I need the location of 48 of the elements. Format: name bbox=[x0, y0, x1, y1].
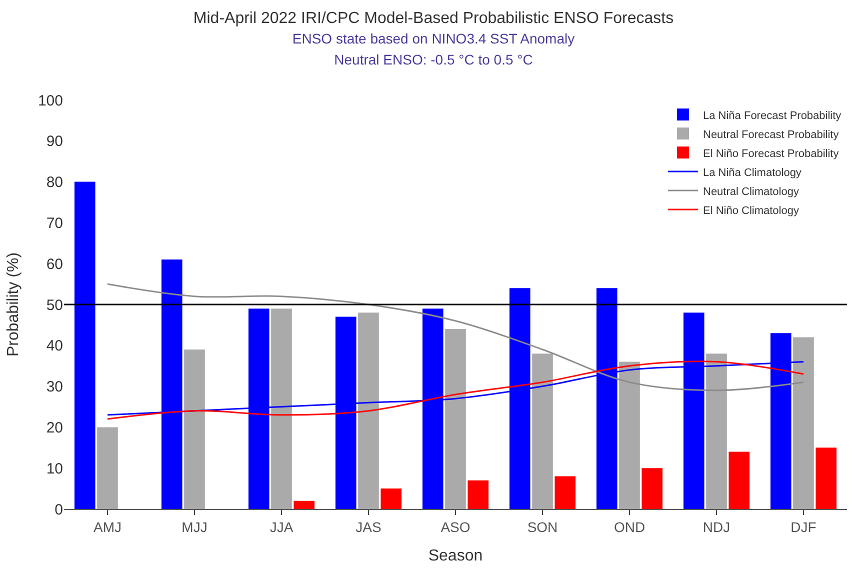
bar bbox=[793, 337, 814, 509]
bar bbox=[554, 476, 576, 509]
x-tick-label: AMJ bbox=[94, 518, 122, 535]
y-tick-label: 80 bbox=[46, 174, 63, 192]
bar bbox=[358, 312, 379, 509]
bar bbox=[445, 329, 466, 509]
x-tick-label: ASO bbox=[440, 518, 470, 535]
line-series bbox=[106, 283, 804, 392]
bar bbox=[816, 448, 837, 509]
legend-label: La Niña Climatology bbox=[703, 166, 802, 179]
bar bbox=[619, 362, 640, 509]
y-tick-label: 70 bbox=[46, 214, 63, 232]
y-tick-label: 100 bbox=[38, 92, 63, 110]
x-tick-label: NDJ bbox=[702, 518, 730, 535]
bar bbox=[532, 354, 553, 509]
bar bbox=[468, 480, 489, 509]
y-tick-label: 30 bbox=[46, 378, 63, 396]
x-tick-label: OND bbox=[614, 518, 646, 535]
bar bbox=[271, 308, 292, 509]
chart-title: Mid-April 2022 IRI/CPC Model-Based Probabilistic ENSO Forecasts bbox=[193, 10, 674, 27]
x-tick-label: JAS bbox=[356, 518, 382, 535]
bar bbox=[294, 500, 315, 509]
x-tick-label: MJJ bbox=[182, 518, 208, 535]
chart-subtitle: ENSO state based on NINO3.4 SST Anomaly Neutral ENSO: -0.5 °C to 0.5 °C bbox=[292, 30, 575, 68]
legend-label: Neutral Forecast Probability bbox=[703, 128, 840, 141]
x-axis-title: Season bbox=[428, 548, 483, 564]
y-tick-label: 0 bbox=[54, 501, 63, 518]
y-axis-title: Probability (%) bbox=[4, 252, 22, 357]
y-tick-label: 60 bbox=[46, 256, 63, 273]
bar bbox=[728, 452, 750, 509]
bar bbox=[97, 427, 118, 509]
bar bbox=[642, 468, 663, 509]
legend-label: La Niña Forecast Probability bbox=[703, 110, 842, 122]
x-tick-label: DJF bbox=[790, 518, 816, 535]
legend-label: El Niño Climatology bbox=[703, 204, 800, 217]
bar bbox=[184, 349, 205, 509]
y-tick-label: 40 bbox=[46, 338, 63, 355]
y-tick-label: 20 bbox=[46, 419, 63, 436]
bar bbox=[706, 354, 727, 509]
bar bbox=[380, 488, 402, 509]
x-tick-label: SON bbox=[527, 518, 558, 535]
y-tick-label: 10 bbox=[46, 460, 63, 478]
y-tick-label: 50 bbox=[46, 296, 63, 314]
legend-label: Neutral Climatology bbox=[703, 186, 800, 198]
bar bbox=[74, 182, 96, 509]
y-tick-label: 90 bbox=[46, 133, 63, 150]
x-tick-label: JJA bbox=[270, 518, 294, 535]
legend-label: El Niño Forecast Probability bbox=[703, 148, 840, 160]
